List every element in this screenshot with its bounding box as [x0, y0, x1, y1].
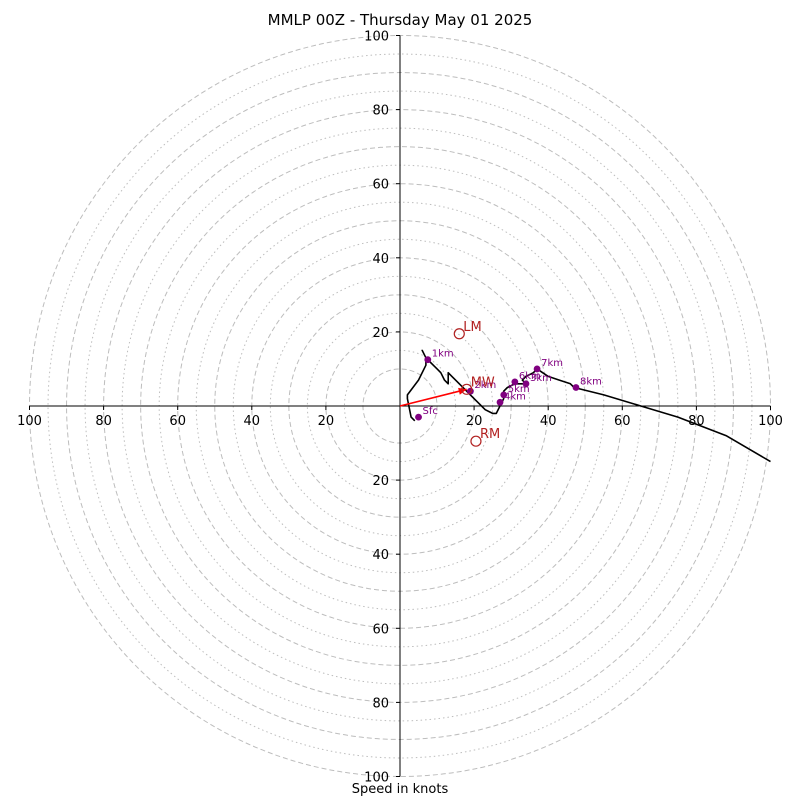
motion-marker-mw [461, 383, 473, 395]
height-label-6km: 6km [519, 371, 541, 382]
height-label-2km: 2km [474, 380, 496, 391]
y-tick-label: 100 [364, 30, 389, 45]
motion-marker-rm [470, 435, 482, 447]
motion-marker-lm [453, 328, 465, 340]
chart-title: MMLP 00Z - Thursday May 01 2025 [267, 11, 533, 29]
y-tick-label: 80 [372, 104, 389, 119]
motion-label-lm: LM [463, 320, 481, 335]
height-marker-sfc [415, 413, 422, 421]
height-marker-7km [533, 365, 541, 373]
height-label-8km: 8km [580, 376, 602, 387]
storm-motion-markers: LM MW RM [453, 320, 500, 447]
x-tick-label: 20 [466, 414, 483, 429]
motion-label-rm: RM [480, 427, 500, 442]
height-label-3km: 3km [530, 373, 552, 384]
y-tick-label: 60 [372, 622, 389, 637]
height-label-5km: 5km [508, 384, 530, 395]
height-marker-8km [572, 384, 580, 391]
x-tick-label: 60 [169, 414, 186, 429]
height-marker-3km [522, 380, 530, 388]
height-label-7km: 7km [541, 358, 563, 369]
x-tick-label: 100 [17, 414, 42, 429]
height-label-4km: 4km [504, 391, 526, 402]
y-tick-label: 40 [372, 548, 389, 563]
y-tick-label: 80 [372, 696, 389, 711]
height-marker-5km [500, 391, 508, 399]
height-marker-4km [496, 398, 504, 406]
x-tick-label: 20 [318, 414, 335, 429]
tick-labels: 2020202040404040606060608080808010010010… [17, 30, 783, 786]
motion-label-mw: MW [471, 375, 495, 390]
x-tick-label: 40 [244, 414, 261, 429]
y-tick-label: 20 [372, 474, 389, 489]
y-tick-label: 20 [372, 326, 389, 341]
height-marker-6km [511, 378, 519, 386]
x-axis-label: Speed in knots [351, 782, 449, 797]
y-tick-label: 60 [372, 178, 389, 193]
x-tick-label: 60 [614, 414, 631, 429]
mean-wind-arrow [399, 388, 467, 407]
hodograph-trace [406, 349, 771, 463]
y-tick-label: 100 [364, 771, 389, 786]
x-tick-label: 40 [540, 414, 557, 429]
height-label-sfc: Sfc [423, 406, 438, 417]
height-label-1km: 1km [432, 349, 454, 360]
y-tick-label: 40 [372, 252, 389, 267]
x-tick-label: 80 [95, 414, 112, 429]
height-marker-1km [424, 356, 432, 364]
x-tick-label: 100 [758, 414, 783, 429]
